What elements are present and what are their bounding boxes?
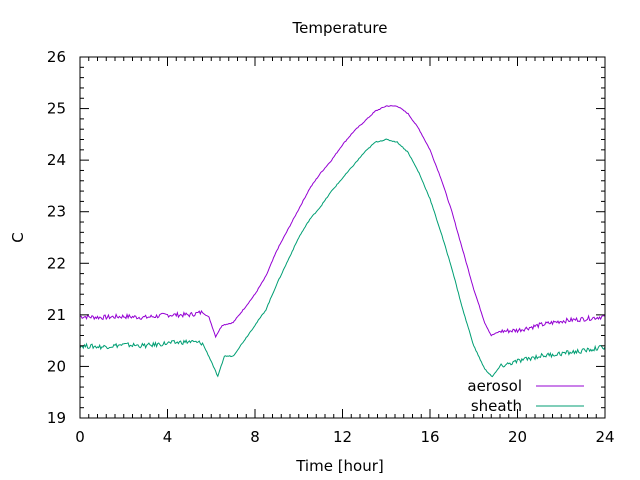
series-line-aerosol xyxy=(79,105,606,339)
y-tick-label: 24 xyxy=(47,151,66,169)
x-axis-label: Time [hour] xyxy=(295,457,384,475)
x-tick-label: 8 xyxy=(250,428,260,446)
x-tick-label: 0 xyxy=(75,428,85,446)
y-tick-label: 23 xyxy=(47,203,66,221)
x-tick-label: 4 xyxy=(163,428,173,446)
chart-title: Temperature xyxy=(291,19,387,37)
y-tick-label: 19 xyxy=(47,409,66,427)
axes-layer: 0 4 8 12 16 20 24 19 20 21 22 23 24 25 26 xyxy=(47,48,615,446)
x-tick-label: 20 xyxy=(508,428,527,446)
x-tick-label: 24 xyxy=(595,428,614,446)
series-layer xyxy=(79,105,606,378)
x-tick-label: 12 xyxy=(333,428,352,446)
y-tick-label: 21 xyxy=(47,306,66,324)
x-tick-label: 16 xyxy=(420,428,439,446)
legend-label-sheath: sheath xyxy=(471,397,522,415)
plot-frame xyxy=(79,56,606,419)
y-tick-label: 20 xyxy=(47,357,66,375)
y-axis-label: C xyxy=(9,232,27,242)
y-tick-label: 26 xyxy=(47,48,66,66)
legend: aerosol sheath xyxy=(467,377,584,415)
y-tick-label: 22 xyxy=(47,254,66,272)
series-line-sheath xyxy=(79,138,606,378)
legend-label-aerosol: aerosol xyxy=(467,377,522,395)
y-tick-label: 25 xyxy=(47,100,66,118)
